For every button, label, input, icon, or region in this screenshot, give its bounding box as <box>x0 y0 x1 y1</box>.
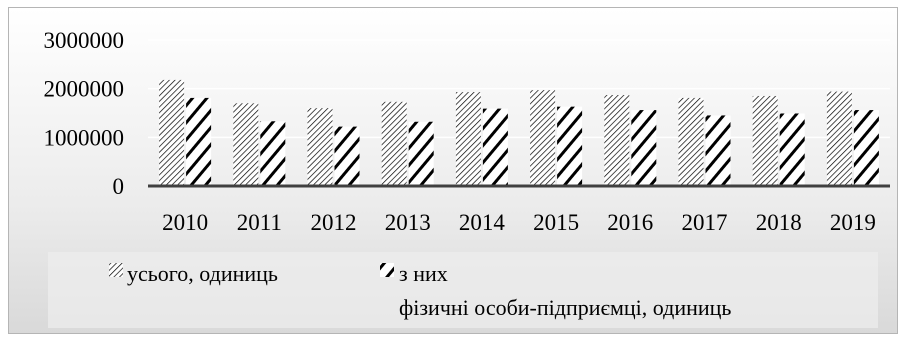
x-tick-label: 2014 <box>459 210 506 235</box>
y-tick-label: 3000000 <box>44 28 125 53</box>
bar-fop-2010 <box>186 97 212 186</box>
y-tick-label: 1000000 <box>44 125 125 150</box>
bar-fop-2015 <box>557 106 583 186</box>
bars <box>159 79 879 186</box>
y-tick-label: 0 <box>113 174 125 199</box>
gridlines <box>148 39 890 139</box>
x-tick-label: 2013 <box>385 210 431 235</box>
bar-total-2016 <box>604 94 630 186</box>
x-tick-label: 2015 <box>533 210 579 235</box>
y-axis: 0 1000000 2000000 3000000 <box>44 28 125 199</box>
x-tick-label: 2011 <box>237 210 282 235</box>
legend-label-fop-line1: з них <box>399 261 448 286</box>
x-tick-label: 2018 <box>756 210 802 235</box>
bar-total-2019 <box>826 91 852 186</box>
x-tick-label: 2017 <box>682 210 728 235</box>
x-tick-label: 2012 <box>311 210 357 235</box>
legend: усього, одиниць з них фізичні особи-підп… <box>109 261 731 320</box>
legend-background <box>48 252 878 328</box>
bar-fop-2012 <box>334 126 360 186</box>
bar-fop-2014 <box>482 108 508 186</box>
x-tick-label: 2019 <box>830 210 876 235</box>
bar-fop-2013 <box>408 121 434 186</box>
x-tick-label: 2016 <box>607 210 653 235</box>
legend-label-fop-line2: фізичні особи-підприємці, одиниць <box>399 295 731 320</box>
y-tick-label: 2000000 <box>44 77 125 102</box>
bar-total-2010 <box>159 79 185 186</box>
bar-fop-2019 <box>853 110 879 186</box>
bar-fop-2018 <box>779 113 805 186</box>
x-tick-label: 2010 <box>162 210 208 235</box>
bar-fop-2011 <box>260 121 286 186</box>
bar-fop-2017 <box>705 115 731 186</box>
bar-total-2013 <box>381 101 407 186</box>
legend-swatch-fop <box>380 263 394 277</box>
x-axis: 2010 2011 2012 2013 2014 2015 2016 2017 2018 2019 <box>162 210 876 235</box>
legend-swatch-total <box>109 263 123 277</box>
bar-fop-2016 <box>631 110 657 186</box>
bar-total-2018 <box>752 95 778 186</box>
bar-total-2012 <box>307 108 333 186</box>
bar-total-2011 <box>233 103 259 186</box>
bar-total-2017 <box>678 97 704 186</box>
bar-total-2015 <box>530 90 556 186</box>
bar-total-2014 <box>455 92 481 186</box>
legend-label-total: усього, одиниць <box>127 261 278 286</box>
